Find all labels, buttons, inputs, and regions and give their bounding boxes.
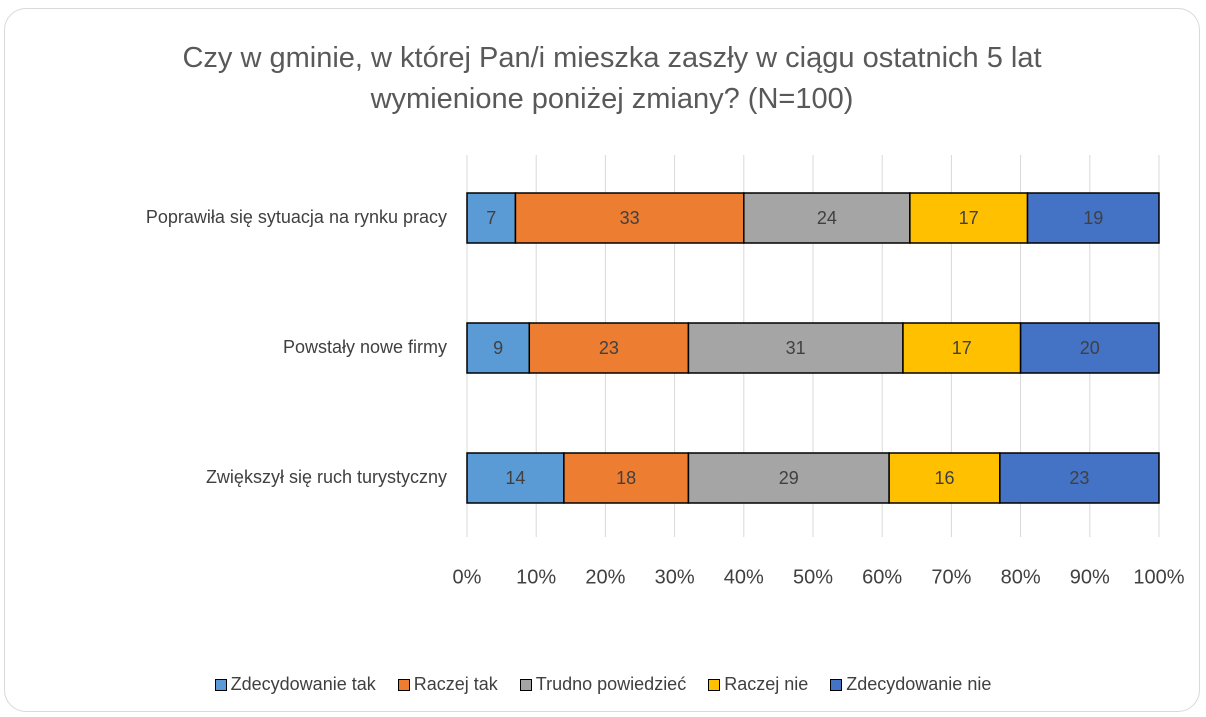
x-tick-label: 20% bbox=[585, 566, 625, 588]
data-label: 23 bbox=[1069, 468, 1089, 488]
legend-swatch bbox=[397, 678, 410, 691]
chart-title: Czy w gminie, w której Pan/i mieszka zas… bbox=[182, 42, 1042, 115]
legend-item: Raczej tak bbox=[397, 674, 498, 695]
data-label: 20 bbox=[1080, 338, 1100, 358]
x-tick-label: 100% bbox=[1133, 566, 1184, 588]
data-label: 29 bbox=[779, 468, 799, 488]
data-label: 24 bbox=[817, 208, 837, 228]
data-label: 31 bbox=[786, 338, 806, 358]
data-label: 18 bbox=[616, 468, 636, 488]
legend-label: Raczej nie bbox=[724, 674, 809, 694]
bar-segment bbox=[528, 322, 690, 374]
bar-segment bbox=[466, 452, 565, 504]
data-label: 33 bbox=[620, 208, 640, 228]
data-label: 17 bbox=[959, 208, 979, 228]
bar-segment bbox=[999, 452, 1160, 504]
legend-label: Zdecydowanie nie bbox=[846, 674, 992, 694]
bar-segment bbox=[902, 322, 1022, 374]
x-tick-label: 40% bbox=[724, 566, 764, 588]
legend-label: Zdecydowanie tak bbox=[230, 674, 376, 694]
bar-segment bbox=[1019, 322, 1160, 374]
legend-swatch bbox=[830, 678, 843, 691]
legend-swatch bbox=[214, 678, 227, 691]
y-tick-label: Poprawiła się sytuacja na rynku pracy bbox=[146, 207, 447, 227]
legend-swatch bbox=[708, 678, 721, 691]
data-label: 16 bbox=[934, 468, 954, 488]
legend: Zdecydowanie tak Raczej tak Trudno powiedz… bbox=[0, 674, 1206, 695]
legend-item: Zdecydowanie nie bbox=[830, 674, 991, 695]
bar-segment bbox=[466, 322, 531, 374]
data-label: 14 bbox=[505, 468, 525, 488]
bar-segment bbox=[514, 192, 745, 244]
bar-segment bbox=[888, 452, 1001, 504]
legend-item: Zdecydowanie tak bbox=[214, 674, 376, 695]
legend-label: Raczej tak bbox=[413, 674, 498, 694]
data-label: 17 bbox=[952, 338, 972, 358]
data-label: 7 bbox=[486, 208, 496, 228]
y-tick-label: Zwiększył się ruch turystyczny bbox=[206, 467, 447, 487]
legend-label: Trudno powiedzieć bbox=[535, 674, 687, 694]
bar-segment bbox=[1026, 192, 1160, 244]
x-tick-label: 10% bbox=[516, 566, 556, 588]
x-tick-label: 0% bbox=[453, 566, 482, 588]
legend-item: Trudno powiedzieć bbox=[519, 674, 687, 695]
x-tick-label: 90% bbox=[1070, 566, 1110, 588]
x-tick-label: 30% bbox=[655, 566, 695, 588]
data-label: 9 bbox=[493, 338, 503, 358]
x-tick-label: 60% bbox=[862, 566, 902, 588]
legend-swatch bbox=[519, 678, 532, 691]
data-label: 19 bbox=[1083, 208, 1103, 228]
bar-segment bbox=[687, 452, 890, 504]
x-tick-label: 80% bbox=[1001, 566, 1041, 588]
legend-item: Raczej nie bbox=[708, 674, 808, 695]
bar-segment bbox=[563, 452, 690, 504]
x-tick-label: 70% bbox=[931, 566, 971, 588]
x-tick-label: 50% bbox=[793, 566, 833, 588]
y-tick-label: Powstały nowe firmy bbox=[283, 337, 447, 357]
chart-frame bbox=[4, 8, 1200, 712]
data-label: 23 bbox=[599, 338, 619, 358]
